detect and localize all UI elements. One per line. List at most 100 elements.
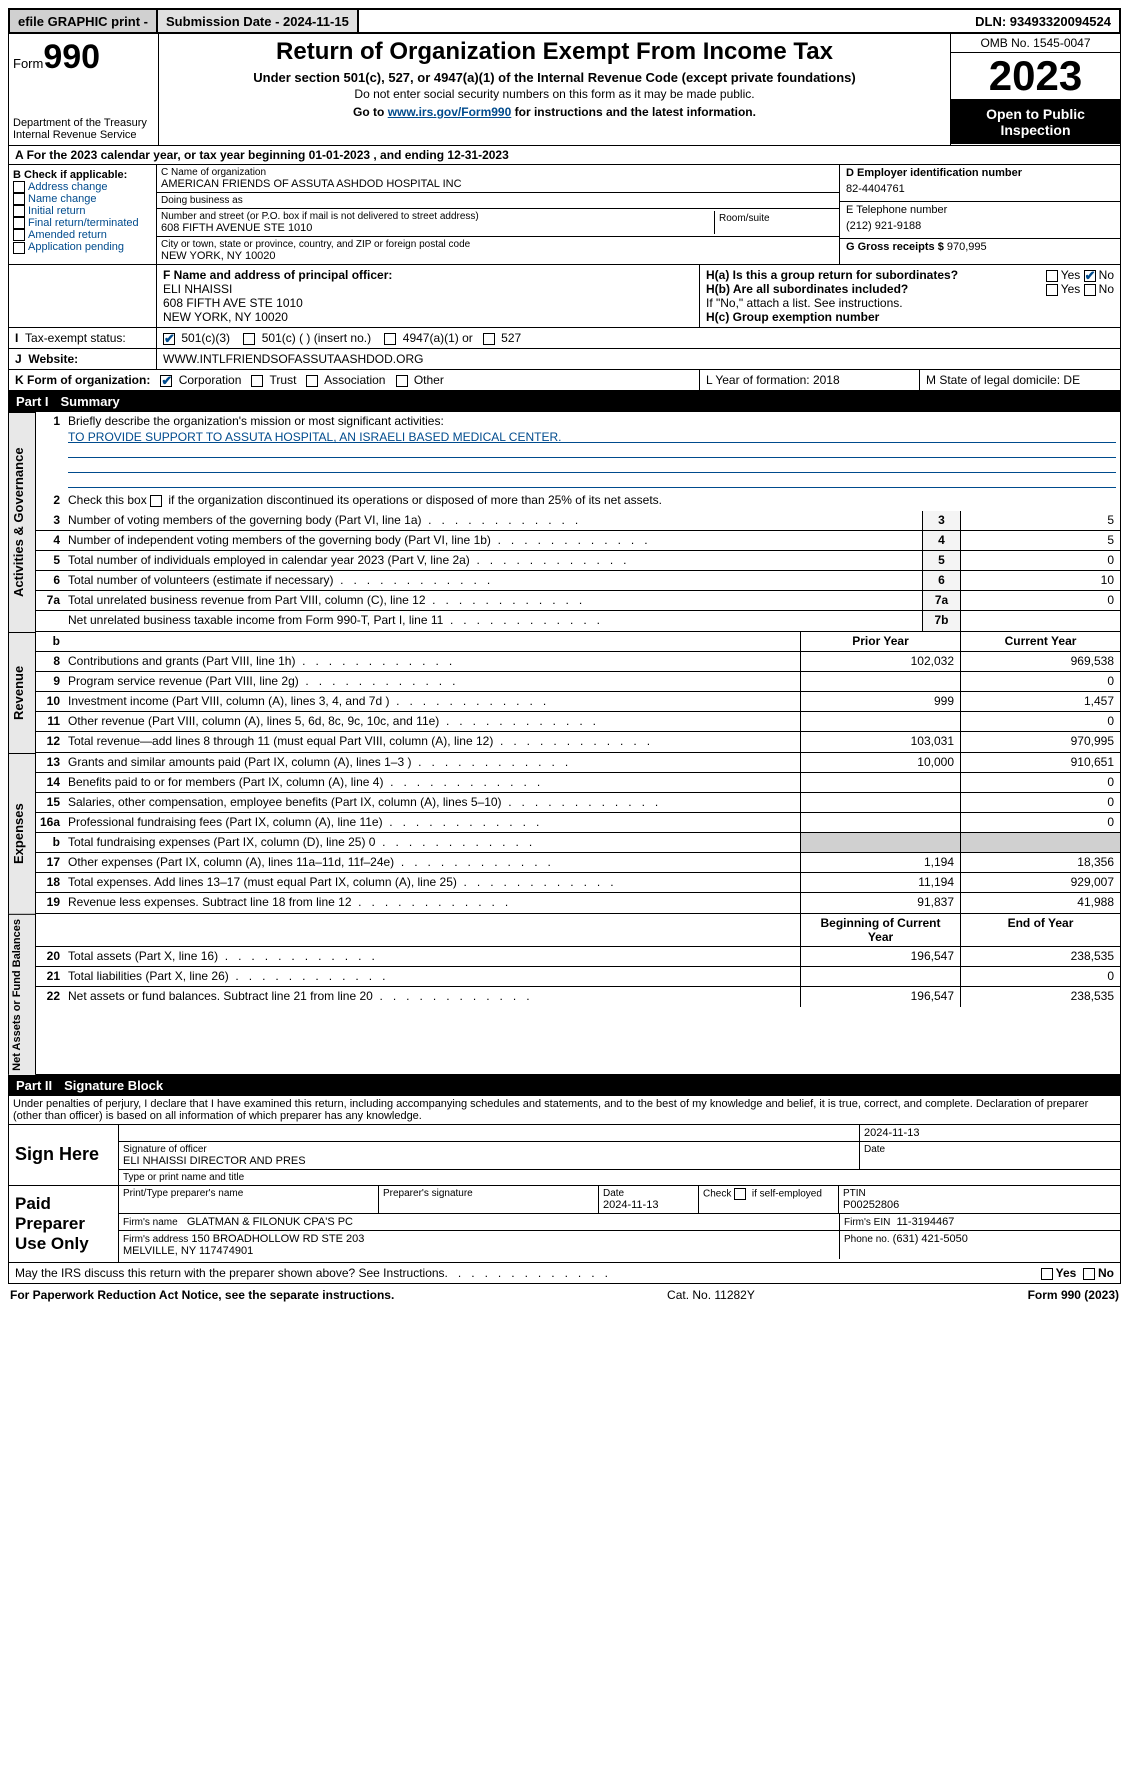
form-subtitle: Under section 501(c), 527, or 4947(a)(1)… — [163, 70, 946, 85]
line-a-tax-year: A For the 2023 calendar year, or tax yea… — [8, 146, 1121, 165]
chk-ha-no[interactable] — [1084, 270, 1096, 282]
chk-name-change[interactable]: Name change — [13, 193, 152, 205]
chk-assoc[interactable] — [306, 375, 318, 387]
street-label: Number and street (or P.O. box if mail i… — [161, 211, 714, 222]
state-domicile: M State of legal domicile: DE — [920, 370, 1120, 390]
gross-value: 970,995 — [947, 241, 987, 253]
chk-address-change[interactable]: Address change — [13, 181, 152, 193]
org-name: AMERICAN FRIENDS OF ASSUTA ASHDOD HOSPIT… — [161, 178, 835, 190]
chk-amended[interactable]: Amended return — [13, 229, 152, 241]
submission-date: Submission Date - 2024-11-15 — [158, 10, 359, 32]
org-info-block: B Check if applicable: Address change Na… — [8, 165, 1121, 265]
h-b-note: If "No," attach a list. See instructions… — [706, 296, 1114, 310]
year-formation: L Year of formation: 2018 — [700, 370, 920, 390]
summary-line: 9Program service revenue (Part VIII, lin… — [36, 672, 1120, 692]
officer-label: F Name and address of principal officer: — [163, 268, 693, 282]
side-activities: Activities & Governance — [8, 412, 36, 632]
dba-label: Doing business as — [161, 195, 835, 206]
officer-name-addr: ELI NHAISSI 608 FIFTH AVE STE 1010 NEW Y… — [163, 282, 693, 324]
form-label: Form — [13, 56, 43, 71]
chk-initial-return[interactable]: Initial return — [13, 205, 152, 217]
efile-topbar: efile GRAPHIC print - Submission Date - … — [8, 8, 1121, 34]
preparer-date: 2024-11-13 — [603, 1199, 694, 1211]
summary-line: 12Total revenue—add lines 8 through 11 (… — [36, 732, 1120, 752]
chk-ha-yes[interactable] — [1046, 270, 1058, 282]
summary-netassets: Net Assets or Fund Balances Beginning of… — [8, 914, 1121, 1075]
form-header: Form990 Department of the Treasury Inter… — [8, 34, 1121, 146]
chk-discuss-yes[interactable] — [1041, 1268, 1053, 1280]
room-label: Room/suite — [719, 213, 831, 224]
preparer-name-hdr: Print/Type preparer's name — [123, 1188, 374, 1199]
line-2: Check this box if the organization disco… — [64, 491, 1120, 511]
summary-line: 22Net assets or fund balances. Subtract … — [36, 987, 1120, 1007]
summary-line: 20Total assets (Part X, line 16)196,5472… — [36, 947, 1120, 967]
form-ref: Form 990 (2023) — [1028, 1288, 1119, 1302]
side-revenue: Revenue — [8, 632, 36, 753]
col-b-checkboxes: B Check if applicable: Address change Na… — [9, 165, 157, 264]
summary-line: 13Grants and similar amounts paid (Part … — [36, 753, 1120, 773]
summary-line: 18Total expenses. Add lines 13–17 (must … — [36, 873, 1120, 893]
summary-line: 3Number of voting members of the governi… — [36, 511, 1120, 531]
irs-link[interactable]: www.irs.gov/Form990 — [388, 105, 512, 119]
city-label: City or town, state or province, country… — [161, 239, 835, 250]
mission-label: Briefly describe the organization's miss… — [68, 414, 444, 428]
tax-year: 2023 — [951, 53, 1120, 100]
chk-4947[interactable] — [384, 333, 396, 345]
dln: DLN: 93493320094524 — [967, 10, 1119, 32]
summary-line: 16aProfessional fundraising fees (Part I… — [36, 813, 1120, 833]
chk-527[interactable] — [483, 333, 495, 345]
summary-line: 15Salaries, other compensation, employee… — [36, 793, 1120, 813]
summary-line: 6Total number of volunteers (estimate if… — [36, 571, 1120, 591]
ein-value: 82-4404761 — [846, 179, 1114, 199]
current-year-hdr: Current Year — [960, 632, 1120, 651]
summary-line: 14Benefits paid to or for members (Part … — [36, 773, 1120, 793]
summary-line: 10Investment income (Part VIII, column (… — [36, 692, 1120, 712]
firm-ein: 11-3194467 — [896, 1216, 954, 1228]
sign-here-block: Sign Here 2024-11-13 Signature of office… — [8, 1125, 1121, 1186]
h-c-exemption: H(c) Group exemption number — [706, 310, 1114, 324]
summary-line: 11Other revenue (Part VIII, column (A), … — [36, 712, 1120, 732]
website-url: WWW.INTLFRIENDSOFASSUTAASHDOD.ORG — [157, 349, 1120, 369]
form-no: 990 — [43, 38, 100, 76]
org-name-label: C Name of organization — [161, 167, 835, 178]
sig-officer-label: Signature of officer — [123, 1144, 855, 1155]
summary-line: Net unrelated business taxable income fr… — [36, 611, 1120, 631]
begin-year-hdr: Beginning of Current Year — [800, 914, 960, 946]
ein-label: D Employer identification number — [846, 167, 1114, 179]
mission-text: TO PROVIDE SUPPORT TO ASSUTA HOSPITAL, A… — [68, 429, 1116, 443]
chk-501c3[interactable] — [163, 333, 175, 345]
side-expenses: Expenses — [8, 753, 36, 914]
paid-preparer-block: Paid Preparer Use Only Print/Type prepar… — [8, 1186, 1121, 1263]
chk-corp[interactable] — [160, 375, 172, 387]
ptin: P00252806 — [843, 1199, 1116, 1211]
summary-line: 7aTotal unrelated business revenue from … — [36, 591, 1120, 611]
summary-expenses: Expenses 13Grants and similar amounts pa… — [8, 753, 1121, 914]
summary-line: 19Revenue less expenses. Subtract line 1… — [36, 893, 1120, 913]
chk-trust[interactable] — [251, 375, 263, 387]
form-title: Return of Organization Exempt From Incom… — [163, 38, 946, 66]
date-label: Date — [864, 1144, 1116, 1155]
street-address: 608 FIFTH AVENUE STE 1010 — [161, 222, 714, 234]
chk-discontinued[interactable] — [150, 495, 162, 507]
go-to-link: Go to www.irs.gov/Form990 for instructio… — [163, 105, 946, 119]
chk-hb-yes[interactable] — [1046, 284, 1058, 296]
summary-revenue: Revenue b Prior Year Current Year 8Contr… — [8, 632, 1121, 753]
chk-final-return[interactable]: Final return/terminated — [13, 217, 152, 229]
signature-declaration: Under penalties of perjury, I declare th… — [8, 1096, 1121, 1125]
side-netassets: Net Assets or Fund Balances — [8, 914, 36, 1075]
check-if-applicable: B Check if applicable: — [13, 169, 152, 181]
chk-app-pending[interactable]: Application pending — [13, 241, 152, 253]
dept-label: Department of the Treasury Internal Reve… — [13, 117, 154, 141]
chk-501c[interactable] — [243, 333, 255, 345]
h-b-subordinates: H(b) Are all subordinates included? Yes … — [706, 282, 1114, 296]
chk-hb-no[interactable] — [1084, 284, 1096, 296]
chk-other[interactable] — [396, 375, 408, 387]
end-year-hdr: End of Year — [960, 914, 1120, 946]
summary-line: 17Other expenses (Part IX, column (A), l… — [36, 853, 1120, 873]
officer-sig-name: ELI NHAISSI DIRECTOR AND PRES — [123, 1155, 855, 1167]
chk-discuss-no[interactable] — [1083, 1268, 1095, 1280]
officer-group-row: F Name and address of principal officer:… — [8, 265, 1121, 328]
prior-year-hdr: Prior Year — [800, 632, 960, 651]
row-j-website: J Website: WWW.INTLFRIENDSOFASSUTAASHDOD… — [8, 349, 1121, 370]
ssn-warning: Do not enter social security numbers on … — [163, 87, 946, 101]
